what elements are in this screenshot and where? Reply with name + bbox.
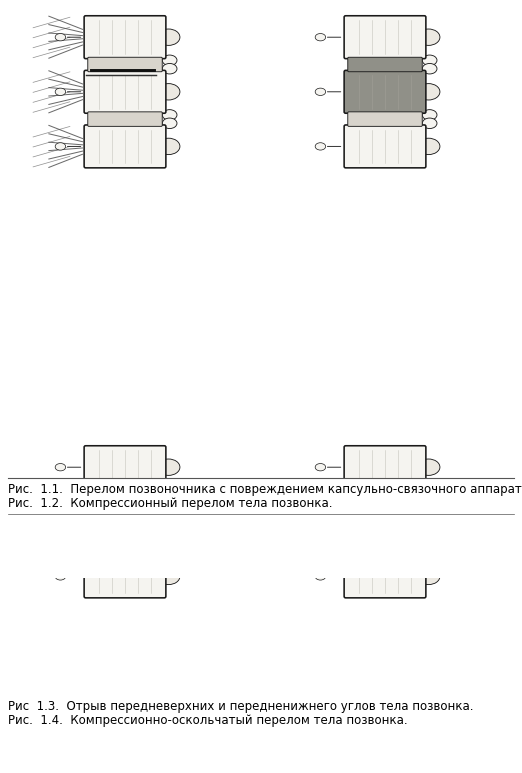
Text: Рис.  1.2.  Компрессионный перелом тела позвонка.: Рис. 1.2. Компрессионный перелом тела по… <box>8 497 333 510</box>
FancyBboxPatch shape <box>84 500 166 543</box>
Ellipse shape <box>422 118 437 128</box>
FancyBboxPatch shape <box>344 15 426 59</box>
Ellipse shape <box>157 459 180 475</box>
Ellipse shape <box>162 110 177 120</box>
FancyBboxPatch shape <box>348 112 422 126</box>
Ellipse shape <box>417 568 440 584</box>
Ellipse shape <box>157 83 180 100</box>
Ellipse shape <box>422 110 437 120</box>
Ellipse shape <box>55 33 66 41</box>
FancyBboxPatch shape <box>84 125 166 168</box>
Ellipse shape <box>55 143 66 150</box>
FancyBboxPatch shape <box>348 57 422 72</box>
FancyBboxPatch shape <box>84 555 166 598</box>
Ellipse shape <box>162 540 177 550</box>
Ellipse shape <box>157 138 180 155</box>
Ellipse shape <box>162 118 177 128</box>
FancyBboxPatch shape <box>344 125 426 168</box>
Ellipse shape <box>315 143 326 150</box>
Ellipse shape <box>417 29 440 46</box>
Ellipse shape <box>417 83 440 100</box>
FancyBboxPatch shape <box>88 542 162 557</box>
Ellipse shape <box>162 55 177 66</box>
Bar <box>0 478 522 578</box>
Ellipse shape <box>315 518 326 526</box>
Ellipse shape <box>162 63 177 74</box>
FancyBboxPatch shape <box>84 70 166 114</box>
Polygon shape <box>81 492 98 504</box>
Ellipse shape <box>417 459 440 475</box>
FancyBboxPatch shape <box>88 112 162 126</box>
Ellipse shape <box>162 493 177 504</box>
Ellipse shape <box>422 548 437 559</box>
Ellipse shape <box>157 29 180 46</box>
FancyBboxPatch shape <box>344 446 426 489</box>
Text: Рис.  1.4.  Компрессионно-оскольчатый перелом тела позвонка.: Рис. 1.4. Компрессионно-оскольчатый пере… <box>8 714 408 727</box>
FancyBboxPatch shape <box>88 57 162 72</box>
Polygon shape <box>81 540 98 552</box>
Ellipse shape <box>55 88 66 96</box>
Ellipse shape <box>422 55 437 66</box>
FancyBboxPatch shape <box>88 487 162 502</box>
Ellipse shape <box>55 518 66 526</box>
Ellipse shape <box>417 138 440 155</box>
Ellipse shape <box>422 485 437 495</box>
Ellipse shape <box>422 63 437 74</box>
Ellipse shape <box>315 88 326 96</box>
FancyBboxPatch shape <box>84 15 166 59</box>
FancyBboxPatch shape <box>344 500 426 543</box>
Ellipse shape <box>55 573 66 580</box>
FancyBboxPatch shape <box>348 487 422 502</box>
Ellipse shape <box>162 548 177 559</box>
Ellipse shape <box>315 573 326 580</box>
FancyBboxPatch shape <box>344 70 426 114</box>
Ellipse shape <box>55 464 66 471</box>
Text: Рис  1.3.  Отрыв передневерхних и передненижнего углов тела позвонка.: Рис 1.3. Отрыв передневерхних и переднен… <box>8 700 473 713</box>
Ellipse shape <box>422 493 437 504</box>
Ellipse shape <box>315 33 326 41</box>
Ellipse shape <box>417 513 440 530</box>
FancyBboxPatch shape <box>348 542 422 557</box>
Ellipse shape <box>157 513 180 530</box>
FancyBboxPatch shape <box>84 446 166 489</box>
Bar <box>0 695 522 773</box>
Ellipse shape <box>422 540 437 550</box>
Text: Рис.  1.1.  Перелом позвоночника с повреждением капсульно-связочного аппарата.: Рис. 1.1. Перелом позвоночника с поврежд… <box>8 483 522 496</box>
Ellipse shape <box>162 485 177 495</box>
Ellipse shape <box>315 464 326 471</box>
FancyBboxPatch shape <box>344 555 426 598</box>
Ellipse shape <box>157 568 180 584</box>
